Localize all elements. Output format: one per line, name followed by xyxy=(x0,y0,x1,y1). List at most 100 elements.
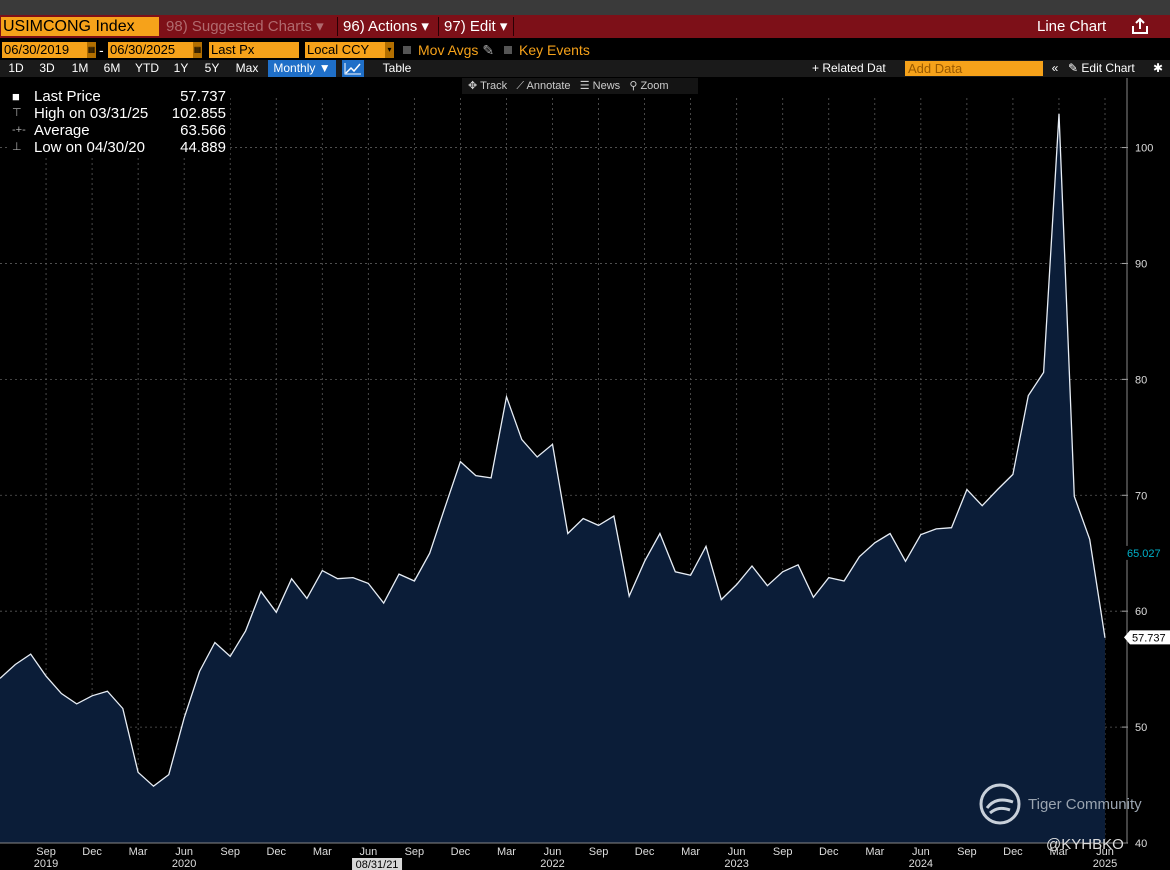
timeframe-1m[interactable]: 1M xyxy=(71,61,89,75)
last-value-tag-box xyxy=(1124,630,1170,645)
x-tick-label: Dec xyxy=(635,846,655,858)
x-tick-label: Sep xyxy=(36,846,56,858)
credit-text: @KYHBKO xyxy=(1046,836,1124,853)
edit-code: 97 xyxy=(444,18,461,35)
chart-type-label[interactable]: Line Chart xyxy=(1037,18,1107,35)
track-tool[interactable]: ✥ Track xyxy=(468,80,508,92)
year-label: 2024 xyxy=(909,858,933,870)
period-select[interactable]: Monthly ▼ xyxy=(268,60,336,77)
timeframe-1y[interactable]: 1Y xyxy=(173,61,189,75)
legend-value: 44.889 xyxy=(180,139,226,156)
edit-chart-button[interactable]: ✎ Edit Chart xyxy=(1068,60,1144,77)
legend-low: ⊥ Low on 04/30/20 44.889 xyxy=(8,139,230,156)
timeframe-5y[interactable]: 5Y xyxy=(204,61,220,75)
timeframe-6m[interactable]: 6M xyxy=(103,61,121,75)
timeframe-max[interactable]: Max xyxy=(235,61,259,75)
suggested-charts-code: 98 xyxy=(166,18,183,35)
collapse-left-icon[interactable]: « xyxy=(1051,61,1059,75)
title-separator xyxy=(337,17,338,36)
x-tick-label: Jun xyxy=(175,846,193,858)
x-tick-label: Mar xyxy=(1049,846,1068,858)
mov-avgs-checkbox[interactable] xyxy=(403,46,411,54)
ticker-field[interactable]: USIMCONG Index xyxy=(1,17,159,36)
share-icon[interactable] xyxy=(1130,16,1150,35)
y-tick-label: 90 xyxy=(1135,258,1147,270)
cursor-date-label: 08/31/21 xyxy=(356,859,399,870)
title-bar xyxy=(0,15,1170,38)
field-select[interactable]: Last Px xyxy=(209,42,299,58)
legend-last-price: ■ Last Price 57.737 xyxy=(8,88,230,105)
end-date-field[interactable]: 06/30/2025 ▦ xyxy=(108,42,202,58)
actions-code: 96 xyxy=(343,18,360,35)
chevron-down-icon[interactable]: ▾ xyxy=(385,42,394,58)
table-button[interactable]: Table xyxy=(382,61,412,75)
x-tick-label: Mar xyxy=(497,846,516,858)
edit-menu[interactable]: 97) Edit ▾ xyxy=(444,18,508,35)
title-separator xyxy=(438,17,439,36)
y-tick-label: 70 xyxy=(1135,490,1147,502)
key-events-checkbox[interactable] xyxy=(504,46,512,54)
x-tick-label: Sep xyxy=(405,846,425,858)
start-date-field[interactable]: 06/30/2019 ▦ xyxy=(2,42,96,58)
legend-value: 102.855 xyxy=(171,105,226,122)
x-tick-label: Jun xyxy=(1096,846,1114,858)
pencil-icon[interactable]: ✎ xyxy=(482,42,495,58)
legend-square-icon: ■ xyxy=(12,89,20,104)
year-label: 2019 xyxy=(34,858,58,870)
title-separator xyxy=(513,17,514,36)
edit-chart-label: Edit Chart xyxy=(1081,61,1135,75)
suggested-charts-label: Suggested Charts xyxy=(191,18,312,35)
chart-legend: ■ Last Price 57.737 ⊤ High on 03/31/25 1… xyxy=(8,88,230,158)
related-data-button[interactable]: + Related Dat xyxy=(812,61,886,75)
high-marker-icon: ⊤ xyxy=(12,107,22,119)
line-chart-icon[interactable] xyxy=(342,60,364,77)
y-tick-label: 100 xyxy=(1135,143,1153,155)
watermark-text: Tiger Community xyxy=(1028,796,1142,813)
cursor-date-box xyxy=(352,858,403,870)
y-tick-label: 40 xyxy=(1135,838,1147,850)
legend-label: Average xyxy=(34,122,90,139)
legend-high: ⊤ High on 03/31/25 102.855 xyxy=(8,105,230,122)
x-tick-label: Dec xyxy=(82,846,102,858)
annotate-tool[interactable]: ⟋ Annotate xyxy=(516,80,571,92)
news-tool[interactable]: ☰ News xyxy=(579,80,621,92)
add-data-input[interactable]: Add Data xyxy=(905,61,1043,76)
legend-average: -+- Average 63.566 xyxy=(8,122,230,139)
x-tick-label: Sep xyxy=(773,846,793,858)
year-label: 2022 xyxy=(540,858,564,870)
x-tick-label: Jun xyxy=(544,846,562,858)
year-label: 2020 xyxy=(172,858,196,870)
key-events-label[interactable]: Key Events xyxy=(519,42,590,58)
average-marker-icon: -+- xyxy=(12,124,26,136)
timeframe-ytd[interactable]: YTD xyxy=(135,61,159,75)
calendar-icon[interactable]: ▦ xyxy=(87,42,96,58)
last-value-tag: 57.737 xyxy=(1132,632,1166,644)
gear-icon[interactable]: ✱ xyxy=(1152,61,1164,75)
currency-select[interactable]: Local CCY ▾ xyxy=(305,42,394,58)
x-axis: Sep Dec Mar Jun Sep Dec Mar Jun Sep Dec Mar Jun Sep D… xyxy=(0,842,1127,870)
suggested-charts-menu[interactable]: 98) Suggested Charts ▾ xyxy=(166,18,324,35)
legend-label: High on 03/31/25 xyxy=(34,105,149,122)
x-tick-label: Mar xyxy=(865,846,884,858)
zoom-tool[interactable]: ⚲ Zoom xyxy=(629,80,669,92)
low-marker-icon: ⊥ xyxy=(12,141,22,153)
legend-label: Last Price xyxy=(34,88,101,105)
x-tick-label: Dec xyxy=(1003,846,1023,858)
y-axis: 40 50 60 70 80 90 100 xyxy=(1122,78,1153,850)
pencil-icon: ✎ xyxy=(1068,61,1079,75)
average-tag-box xyxy=(1125,545,1163,560)
price-area xyxy=(0,113,1105,843)
calendar-icon[interactable]: ▦ xyxy=(193,42,202,58)
annotate-label: Annotate xyxy=(526,80,571,92)
x-tick-label: Dec xyxy=(451,846,471,858)
actions-menu[interactable]: 96) Actions ▾ xyxy=(343,18,429,35)
mov-avgs-label[interactable]: Mov Avgs ✎ xyxy=(418,42,494,58)
y-tick-label: 50 xyxy=(1135,722,1147,734)
x-tick-label: Mar xyxy=(129,846,148,858)
date-range-dash: - xyxy=(99,42,104,58)
timeframe-3d[interactable]: 3D xyxy=(39,61,55,75)
timeframe-1d[interactable]: 1D xyxy=(8,61,24,75)
y-tick-label: 80 xyxy=(1135,374,1147,386)
x-tick-label: Jun xyxy=(912,846,930,858)
